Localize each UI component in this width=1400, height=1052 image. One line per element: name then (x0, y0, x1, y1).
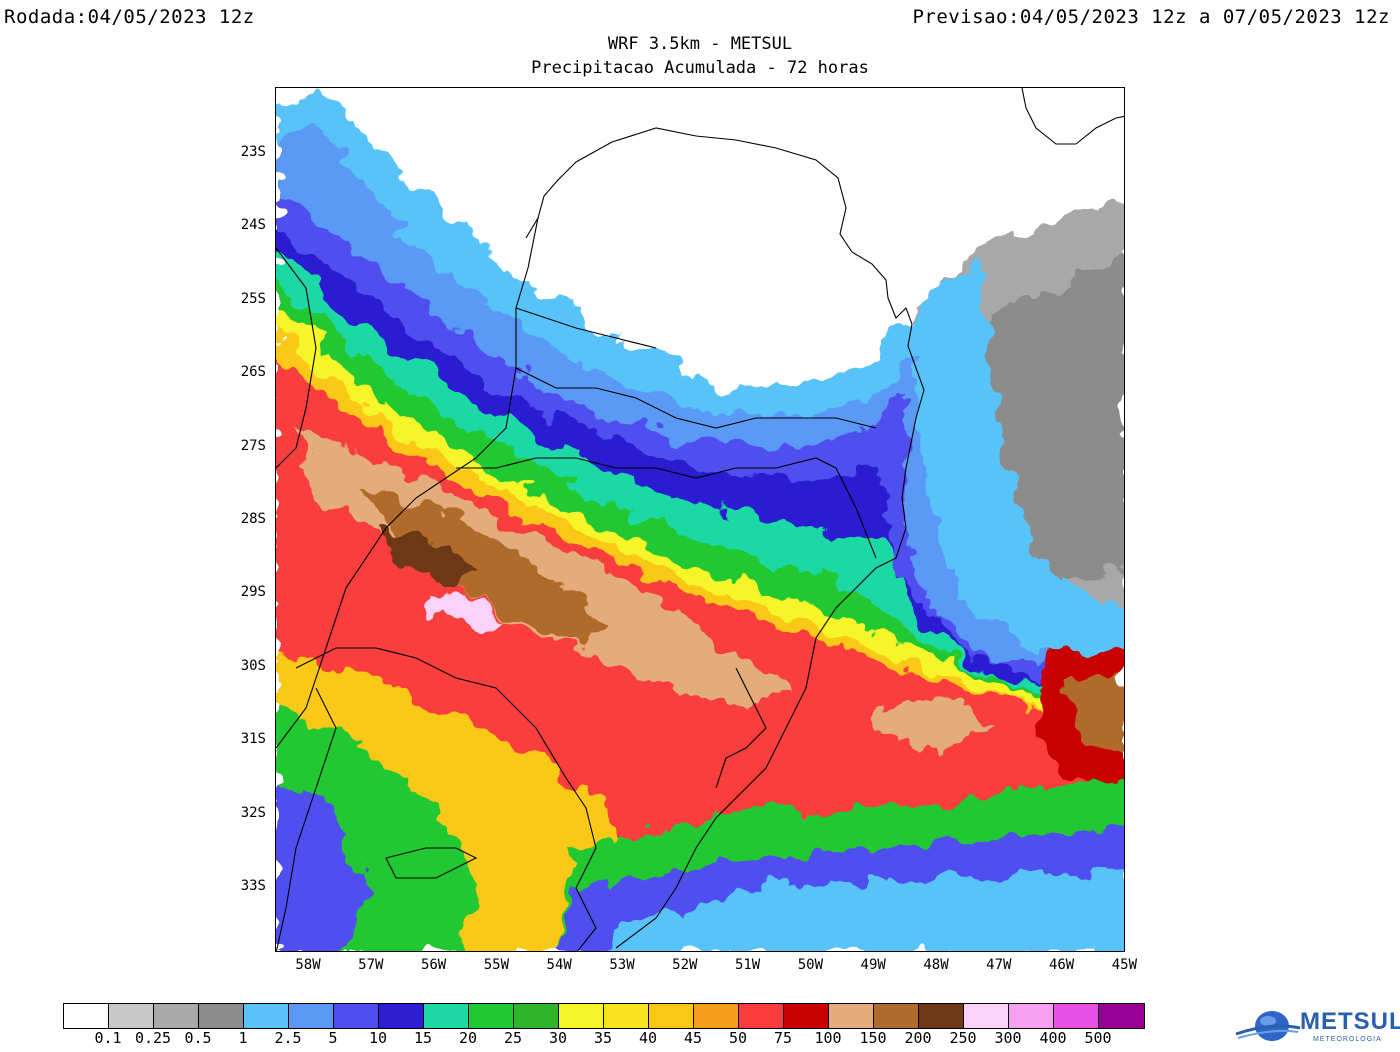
legend-swatch (829, 1004, 874, 1028)
legend-swatch (874, 1004, 919, 1028)
lon-label: 50W (797, 957, 824, 973)
lat-label: 26S (240, 364, 266, 381)
lon-label: 48W (923, 957, 949, 973)
lat-label: 29S (240, 584, 266, 601)
legend-tick: 35 (593, 1029, 613, 1047)
map-title: WRF 3.5km - METSUL (607, 34, 793, 54)
lon-label: 54W (546, 957, 572, 973)
legend-swatch (964, 1004, 1009, 1028)
lat-label: 25S (240, 290, 266, 307)
legend-swatch (334, 1004, 379, 1028)
metsul-logo-globe-icon (1235, 1011, 1301, 1041)
legend-swatch (559, 1004, 604, 1028)
lon-label: 52W (672, 957, 698, 973)
legend-tick: 50 (728, 1029, 748, 1047)
legend-swatch (739, 1004, 784, 1028)
lon-label: 58W (295, 957, 321, 973)
legend-tick: 75 (773, 1029, 793, 1047)
forecast-label: Previsao: (912, 6, 1020, 28)
lat-label: 28S (240, 511, 266, 527)
lon-label: 46W (1048, 957, 1075, 973)
lat-label: 31S (240, 731, 266, 748)
legend-tick: 400 (1039, 1029, 1067, 1047)
legend-swatch (1009, 1004, 1054, 1028)
legend-tick: 200 (904, 1029, 932, 1047)
lon-label: 49W (860, 957, 886, 973)
legend-swatch (469, 1004, 514, 1028)
lon-label: 53W (609, 957, 635, 973)
legend-tick: 2.5 (274, 1029, 302, 1047)
lon-label: 56W (420, 957, 447, 973)
legend-swatch (694, 1004, 739, 1028)
lat-label: 27S (240, 437, 266, 454)
legend-tick: 10 (368, 1029, 388, 1047)
legend-tick: 15 (413, 1029, 433, 1047)
legend-tick: 1 (238, 1029, 248, 1047)
legend-swatch (154, 1004, 199, 1028)
legend-tick: 30 (548, 1029, 568, 1047)
legend-tick: 100 (814, 1029, 842, 1047)
legend-swatch (784, 1004, 829, 1028)
lat-label: 32S (240, 804, 266, 821)
run-info: Rodada:04/05/2023 12z (4, 6, 255, 28)
lon-label: 55W (483, 957, 510, 973)
lat-label: 23S (240, 144, 266, 160)
legend-tick: 500 (1084, 1029, 1112, 1047)
legend-swatch (1054, 1004, 1099, 1028)
legend-swatch (649, 1004, 694, 1028)
legend-tick: 20 (458, 1029, 478, 1047)
legend-swatch (64, 1004, 109, 1028)
lat-label: 24S (240, 217, 266, 234)
legend-swatch (199, 1004, 244, 1028)
legend-tick: 5 (328, 1029, 338, 1047)
legend-swatch (424, 1004, 469, 1028)
legend-swatch (604, 1004, 649, 1028)
color-scale-legend (63, 1003, 1145, 1029)
forecast-info: Previsao:04/05/2023 12z a 07/05/2023 12z (912, 6, 1390, 28)
legend-swatch (919, 1004, 964, 1028)
legend-tick: 300 (994, 1029, 1022, 1047)
logo-tagline: METEOROLOGIA (1313, 1036, 1382, 1043)
legend-swatch (379, 1004, 424, 1028)
forecast-value: 04/05/2023 12z a 07/05/2023 12z (1019, 6, 1390, 28)
legend-swatch (244, 1004, 289, 1028)
legend-tick: 250 (949, 1029, 977, 1047)
legend-tick: 45 (683, 1029, 703, 1047)
precipitation-field (276, 88, 1124, 951)
legend-tick: 150 (859, 1029, 887, 1047)
logo-wordmark: METSUL (1300, 1008, 1400, 1035)
legend-tick: 25 (503, 1029, 523, 1047)
legend-tick: 0.5 (184, 1029, 212, 1047)
lon-label: 47W (986, 957, 1012, 973)
lat-label: 33S (240, 878, 266, 894)
run-label: Rodada: (4, 6, 88, 28)
lat-label: 30S (240, 657, 266, 674)
precipitation-map (275, 87, 1125, 952)
legend-tick: 0.25 (134, 1029, 172, 1047)
legend-swatch (1099, 1004, 1144, 1028)
lon-label: 57W (358, 957, 384, 973)
legend-swatch (109, 1004, 154, 1028)
map-subtitle: Precipitacao Acumulada - 72 horas (531, 58, 869, 78)
legend-swatch (514, 1004, 559, 1028)
legend-tick: 0.1 (94, 1029, 122, 1047)
lon-label: 45W (1111, 957, 1138, 973)
legend-tick: 40 (638, 1029, 658, 1047)
lon-label: 51W (734, 957, 761, 973)
run-value: 04/05/2023 12z (87, 6, 255, 28)
legend-swatch (289, 1004, 334, 1028)
